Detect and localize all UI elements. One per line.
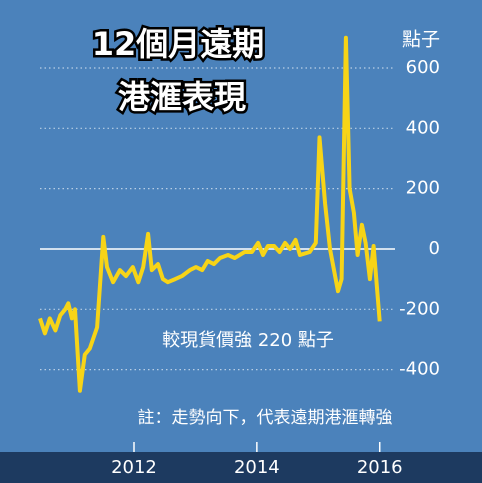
chart-title: 港滙表現 [118,78,246,116]
y-tick-label: -200 [399,298,440,319]
y-tick-label: 400 [406,117,440,138]
y-tick-label: -400 [399,359,440,380]
y-tick-label: 600 [406,57,440,78]
x-tick-label: 2014 [234,457,280,478]
data-line [38,35,382,393]
y-tick-label: 200 [406,178,440,199]
annotation: 較現貨價強 220 點子 [162,330,334,351]
annotation: 註：走勢向下，代表遠期港滙轉強 [138,408,393,428]
x-tick-label: 2016 [357,457,403,478]
unit-label: 點子 [402,29,440,51]
chart-title: 12個月遠期 [92,25,265,63]
plot-area [38,35,395,393]
x-axis-band [0,452,482,483]
x-tick-label: 2012 [111,457,157,478]
y-tick-label: 0 [429,238,440,259]
